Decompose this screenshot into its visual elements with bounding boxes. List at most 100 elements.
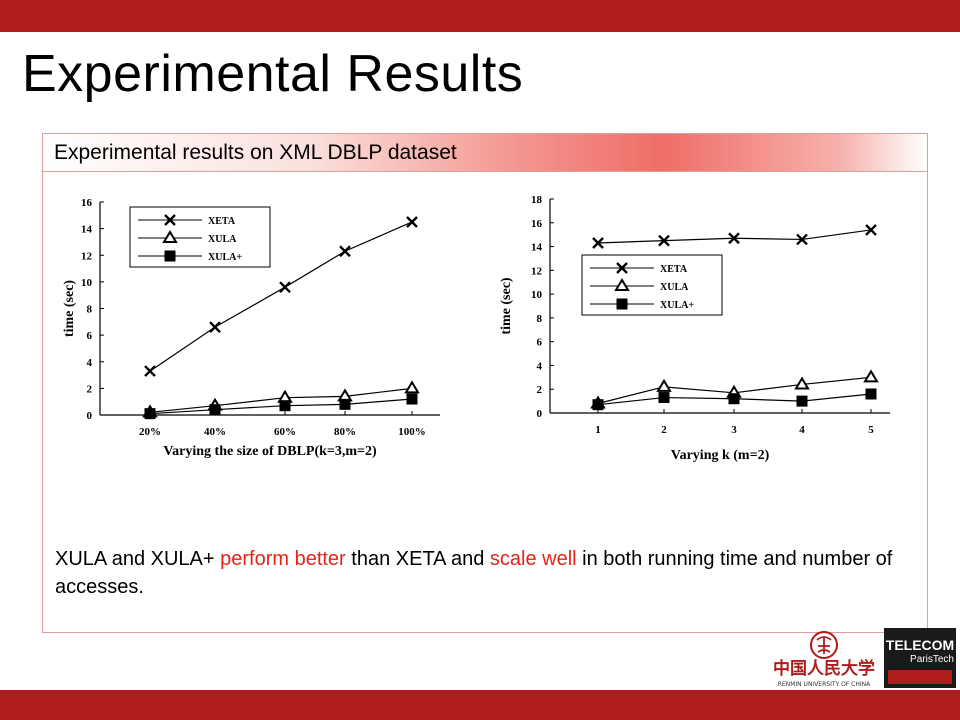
y-tick-label: 8	[537, 313, 543, 325]
y-axis-label: time (sec)	[499, 277, 514, 334]
y-tick-label: 2	[537, 384, 543, 396]
bottom-accent-bar	[0, 690, 960, 720]
legend-label: XULA+	[208, 252, 242, 263]
data-point	[728, 232, 740, 245]
conclusion-highlight-2: scale well	[489, 548, 577, 570]
series-xeta	[592, 224, 877, 249]
data-point	[796, 233, 808, 246]
y-tick-label: 6	[87, 330, 93, 342]
y-tick-label: 6	[537, 337, 543, 349]
data-point	[865, 388, 877, 400]
data-point	[796, 395, 808, 407]
data-point	[404, 380, 420, 394]
data-point	[339, 245, 351, 258]
data-point	[592, 237, 604, 249]
legend-label: XULA	[208, 234, 237, 245]
data-point	[658, 234, 670, 247]
data-point	[728, 393, 740, 405]
chart-dblp-size: 0 2 4 6 8 10 12 14 16 20% 40% 60% 80% 100% Varying the…	[55, 185, 450, 470]
legend-marker	[164, 214, 176, 226]
chart-legend: XETA XULA XULA+	[581, 254, 723, 316]
legend-marker	[614, 278, 630, 291]
legend-label: XETA	[208, 216, 236, 227]
data-point	[794, 376, 810, 390]
y-tick-label: 14	[531, 242, 543, 254]
y-axis-label: time (sec)	[62, 280, 77, 337]
series-xula-plus	[144, 393, 418, 420]
y-tick-label: 4	[537, 360, 543, 372]
y-tick-label: 10	[81, 277, 93, 289]
data-point	[144, 408, 156, 420]
x-tick-label: 1	[595, 424, 601, 436]
renmin-name-text: 中国人民大学	[773, 658, 875, 679]
y-tick-label: 4	[87, 357, 93, 369]
data-point	[658, 392, 670, 404]
data-point	[209, 321, 221, 333]
chart-legend: XETA XULA XULA+	[129, 206, 271, 268]
renmin-university-logo: 中国人民大学 RENMIN UNIVERSITY OF CHINA	[765, 630, 883, 690]
y-tick-label: 0	[537, 408, 543, 420]
data-point	[406, 393, 418, 405]
conclusion-part-3: in both running time and number of acces…	[55, 548, 893, 598]
y-tick-label: 10	[531, 289, 543, 301]
y-tick-label: 16	[81, 197, 93, 209]
panel-header: Experimental results on XML DBLP dataset	[43, 134, 927, 172]
legend-box	[129, 206, 271, 268]
y-tick-label: 14	[81, 224, 93, 236]
x-tick-label: 80%	[334, 426, 356, 438]
x-tick-label: 5	[868, 424, 874, 436]
y-tick-label: 2	[87, 383, 93, 395]
x-tick-label: 100%	[398, 426, 426, 438]
renmin-subname-text: RENMIN UNIVERSITY OF CHINA	[778, 681, 871, 688]
y-tick-label: 16	[531, 218, 543, 230]
conclusion-highlight-1: perform better	[220, 548, 346, 570]
x-tick-label: 2	[661, 424, 667, 436]
top-accent-bar	[0, 0, 960, 32]
x-tick-label: 3	[731, 424, 737, 436]
x-axis-label: Varying k (m=2)	[671, 448, 770, 463]
legend-label: XETA	[660, 264, 688, 275]
conclusion-text: XULA and XULA+ perform better than XETA …	[55, 545, 915, 601]
data-point	[592, 399, 604, 411]
data-point	[279, 400, 291, 412]
conclusion-part-1: XULA and XULA+	[55, 548, 221, 570]
panel-header-text: Experimental results on XML DBLP dataset	[54, 141, 457, 164]
legend-label: XULA+	[660, 300, 694, 311]
data-point	[209, 404, 221, 416]
legend-marker	[162, 230, 178, 243]
x-axis-label: Varying the size of DBLP(k=3,m=2)	[163, 444, 377, 459]
data-point	[279, 281, 291, 294]
x-tick-label: 4	[799, 424, 805, 436]
slide-title: Experimental Results	[22, 45, 524, 103]
series-xula-plus	[592, 388, 877, 411]
telecom-line1-text: TELECOM	[886, 637, 954, 653]
chart-dblp-size-svg: 0 2 4 6 8 10 12 14 16 20% 40% 60% 80% 100% Varying the…	[62, 197, 440, 459]
legend-box	[581, 254, 723, 316]
conclusion-part-2: than XETA and	[345, 548, 490, 570]
y-tick-label: 12	[81, 250, 93, 262]
data-point	[144, 365, 156, 377]
series-xeta	[144, 216, 418, 377]
data-point	[865, 224, 877, 236]
x-tick-label: 20%	[139, 426, 161, 438]
y-tick-label: 18	[531, 194, 543, 206]
telecom-line2-text: ParisTech	[910, 654, 954, 665]
renmin-seal-icon: 中国人民大学 RENMIN UNIVERSITY OF CHINA	[773, 631, 875, 688]
legend-label: XULA	[660, 282, 689, 293]
chart-varying-k: 0 2 4 6 8 10 12 14 16 18 1 2 3 4 5 Varying k (m=2) time …	[490, 185, 900, 475]
telecom-paristech-logo: TELECOM ParisTech	[884, 628, 956, 688]
legend-marker	[164, 250, 176, 262]
x-tick-label: 60%	[274, 426, 296, 438]
data-point	[339, 398, 351, 410]
data-point	[406, 216, 418, 228]
legend-marker	[616, 298, 628, 310]
telecom-logo-icon: TELECOM ParisTech	[884, 628, 956, 688]
legend-marker	[616, 262, 628, 274]
data-point	[656, 378, 672, 392]
data-point	[863, 369, 879, 383]
y-tick-label: 0	[87, 410, 93, 422]
x-tick-label: 40%	[204, 426, 226, 438]
y-tick-label: 8	[87, 304, 93, 316]
y-tick-label: 12	[531, 265, 543, 277]
